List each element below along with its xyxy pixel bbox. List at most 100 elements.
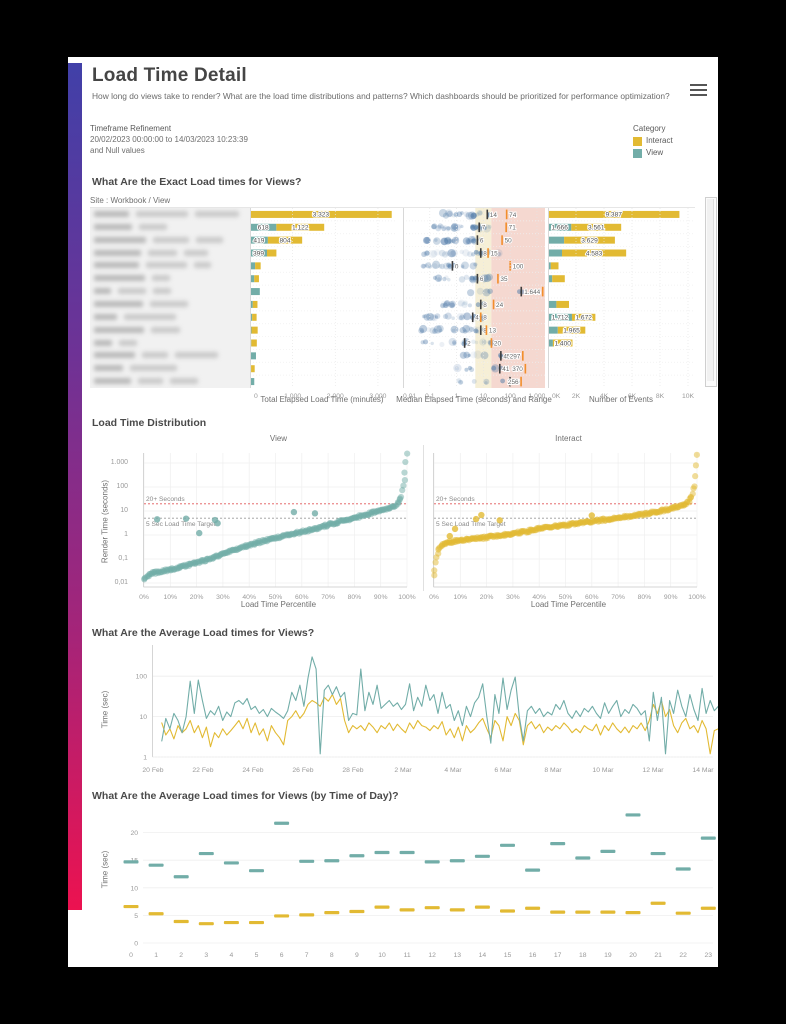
density-dot[interactable] [439,341,445,348]
density-dot[interactable] [478,210,483,216]
density-dot[interactable] [445,225,451,232]
bar-segment-interact[interactable] [252,313,257,321]
density-dot[interactable] [497,251,502,257]
blurred-row-label[interactable] [94,223,167,231]
density-dot[interactable] [480,224,487,231]
density-dot[interactable] [429,327,437,334]
gantt-tick-view[interactable] [324,859,340,863]
bar-segment-view[interactable] [548,236,565,244]
density-dot[interactable] [444,300,451,307]
scrollbar-thumb[interactable] [707,199,714,381]
bar-segment-interact[interactable] [255,262,261,270]
density-dot[interactable] [438,328,443,333]
bar-segment-interact[interactable] [557,326,586,334]
density-dot[interactable] [441,226,447,232]
gantt-tick-view[interactable] [575,856,591,860]
density-dot[interactable] [460,312,467,320]
density-dot[interactable] [483,226,488,231]
gantt-tick-view[interactable] [198,851,214,856]
chart-scrollbar[interactable] [705,197,717,387]
gantt-tick-view[interactable] [349,854,365,858]
percentile-dot[interactable] [397,493,405,501]
gantt-tick-view[interactable] [223,861,239,865]
density-dot[interactable] [453,236,460,242]
range-tick[interactable] [497,273,499,284]
gantt-tick-interact[interactable] [449,908,465,912]
percentile-dot[interactable] [402,458,409,466]
density-dot[interactable] [439,224,445,229]
density-dot[interactable] [481,339,487,345]
density-dot[interactable] [479,338,487,346]
density-dot[interactable] [459,314,465,321]
gantt-tick-view[interactable] [249,869,264,873]
density-dot[interactable] [467,353,471,358]
gantt-tick-view[interactable] [449,859,465,863]
outlier-dot[interactable] [311,510,319,517]
percentile-dot[interactable] [432,559,439,566]
median-tick[interactable] [478,222,481,233]
density-dot[interactable] [431,260,441,269]
density-dot[interactable] [490,251,496,257]
density-dot[interactable] [487,224,492,229]
density-dot[interactable] [425,237,431,244]
density-dot[interactable] [438,208,448,218]
density-dot[interactable] [433,325,442,334]
density-dot[interactable] [460,211,464,215]
density-dot[interactable] [459,380,464,385]
blurred-row-label[interactable] [94,262,211,269]
range-tick[interactable] [505,209,508,220]
blurred-row-label[interactable] [94,339,137,347]
gantt-tick-view[interactable] [148,863,164,867]
density-dot[interactable] [469,367,475,373]
gantt-tick-interact[interactable] [324,911,340,915]
density-dot[interactable] [473,249,479,255]
median-tick[interactable] [498,363,501,374]
density-dot[interactable] [437,263,443,269]
density-dot[interactable] [421,251,427,257]
density-dot[interactable] [467,251,473,258]
density-dot[interactable] [454,327,460,332]
density-dot[interactable] [436,324,444,333]
density-dot[interactable] [434,249,441,256]
density-dot[interactable] [434,274,443,282]
range-tick[interactable] [490,338,493,348]
density-dot[interactable] [444,275,449,280]
density-dot[interactable] [476,210,483,216]
density-dot[interactable] [444,250,451,257]
density-dot[interactable] [448,337,457,346]
density-dot[interactable] [442,212,449,219]
density-dot[interactable] [459,351,467,359]
series-line-interact[interactable] [161,694,718,755]
bar-segment-view[interactable] [250,313,253,321]
range-tick[interactable] [524,363,527,374]
bar-segment-interact[interactable] [571,313,596,321]
outlier-dot[interactable] [496,517,503,524]
density-dot[interactable] [430,250,438,258]
density-dot[interactable] [437,277,441,282]
median-tick[interactable] [520,286,523,297]
gantt-tick-view[interactable] [274,821,290,825]
density-dot[interactable] [422,314,427,319]
gantt-tick-interact[interactable] [399,908,415,912]
density-dot[interactable] [480,274,489,283]
range-tick[interactable] [522,351,524,361]
density-dot[interactable] [484,288,490,294]
density-dot[interactable] [476,287,484,295]
bar-segment-interact[interactable] [548,210,680,218]
outlier-dot[interactable] [478,511,485,519]
bar-segment-view[interactable] [548,223,572,231]
density-dot[interactable] [425,262,432,269]
density-dot[interactable] [470,351,478,359]
density-dot[interactable] [419,324,428,333]
density-dot[interactable] [470,224,475,230]
bar-segment-interact[interactable] [556,300,569,308]
range-tick[interactable] [492,299,495,310]
density-dot[interactable] [481,277,487,283]
density-dot[interactable] [418,327,425,334]
density-dot[interactable] [482,250,488,256]
density-dot[interactable] [440,300,448,308]
density-dot[interactable] [483,378,490,385]
timeframe-filter[interactable]: Timeframe Refinement 20/02/2023 00:00:00… [90,123,248,156]
density-dot[interactable] [447,278,451,282]
density-dot[interactable] [423,313,431,321]
